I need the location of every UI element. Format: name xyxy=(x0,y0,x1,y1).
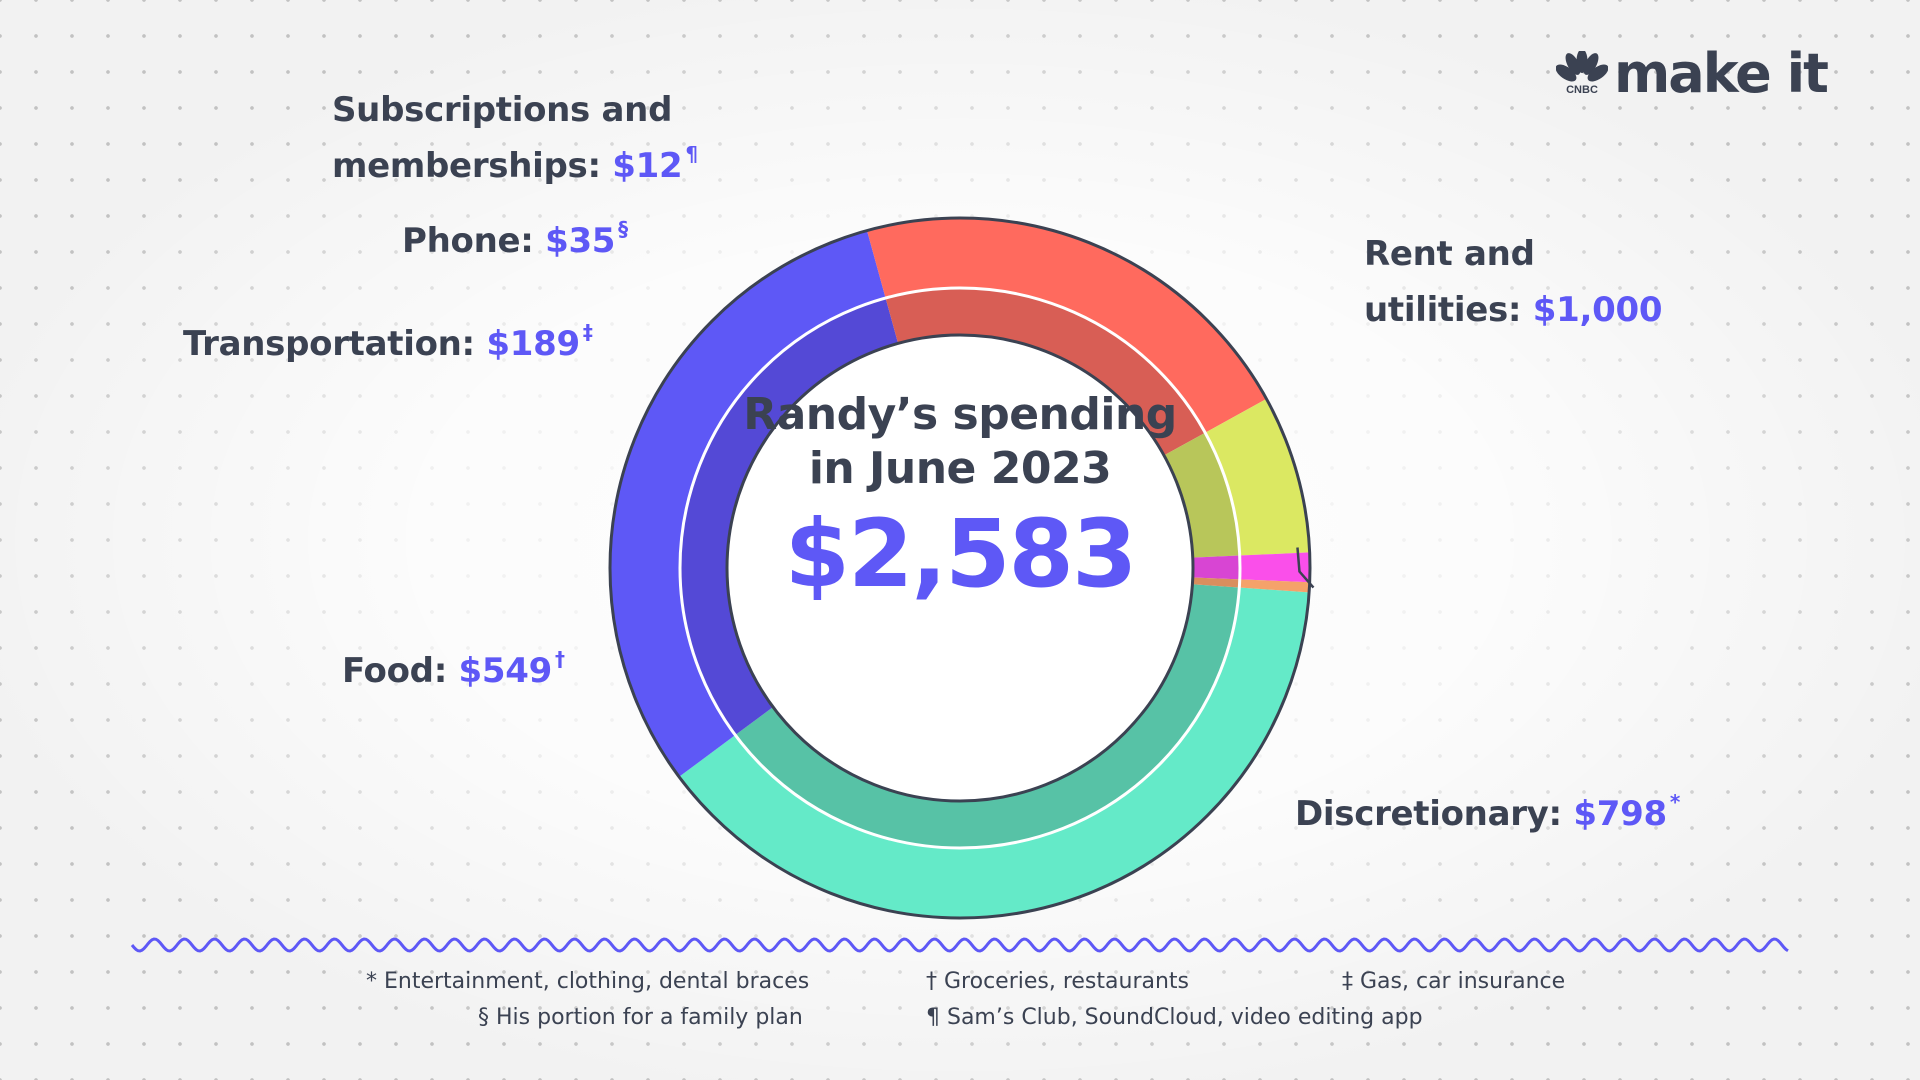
footnote-transportation: ‡ Gas, car insurance xyxy=(1342,969,1566,994)
label-subscriptions-line1: Subscriptions and xyxy=(332,90,673,130)
slice-rent xyxy=(679,587,1310,918)
brand-logo: CNBC make it xyxy=(1556,42,1829,105)
mark-transportation: ‡ xyxy=(582,320,593,344)
slice-phone xyxy=(1239,552,1311,583)
label-phone: Phone: $35 § xyxy=(402,207,628,263)
footnote-discretionary: * Entertainment, clothing, dental braces xyxy=(366,969,810,994)
footnote-phone: § His portion for a family plan xyxy=(478,1005,803,1030)
chart-title-line1: Randy’s spending xyxy=(743,389,1177,440)
amount-discretionary: $798 xyxy=(1573,794,1667,834)
leader-line-subscriptions xyxy=(1296,547,1315,589)
slice-inner-discretionary xyxy=(680,298,899,736)
slice-subscriptions xyxy=(1239,579,1310,593)
label-discretionary-text: Discretionary: xyxy=(1295,794,1562,834)
slice-inner-transportation xyxy=(1163,432,1240,558)
total-amount: $2,583 xyxy=(784,500,1138,609)
label-transportation-text: Transportation: xyxy=(183,324,475,364)
label-rent-line1: Rent and xyxy=(1364,234,1535,274)
label-transportation: Transportation: $189 ‡ xyxy=(183,310,593,366)
amount-transportation: $189 xyxy=(486,324,580,364)
amount-food: $549 xyxy=(458,651,553,691)
label-subscriptions-line2: memberships: xyxy=(332,146,601,186)
label-phone-text: Phone: xyxy=(402,221,534,261)
label-food-text: Food: xyxy=(342,651,447,691)
footnote-subscriptions: ¶ Sam’s Club, SoundCloud, video editing … xyxy=(926,1005,1423,1030)
slice-inner-phone xyxy=(1192,555,1240,580)
logo-network: CNBC xyxy=(1566,84,1598,95)
logo-name: make it xyxy=(1614,41,1829,105)
amount-rent: $1,000 xyxy=(1532,290,1663,330)
mark-phone: § xyxy=(618,217,628,241)
mark-discretionary: * xyxy=(1669,790,1680,814)
donut-center xyxy=(725,333,1195,803)
footnote-food: † Groceries, restaurants xyxy=(926,969,1190,994)
mark-subscriptions: ¶ xyxy=(685,142,698,166)
chart-title-line2: in June 2023 xyxy=(808,443,1112,494)
amount-phone: $35 xyxy=(545,221,616,261)
amount-subscriptions: $12 xyxy=(612,146,683,186)
donut-outline xyxy=(608,216,1312,920)
peacock-icon: CNBC xyxy=(1556,51,1608,95)
label-rent-line2: utilities: xyxy=(1364,290,1522,330)
label-subscriptions: Subscriptions and memberships: $12 ¶ xyxy=(332,88,698,188)
slice-discretionary xyxy=(610,230,886,777)
slice-inner-subscriptions xyxy=(1192,577,1240,588)
band-separator xyxy=(678,286,1242,850)
label-food: Food: $549 † xyxy=(342,637,565,693)
label-discretionary: Discretionary: $798 * xyxy=(1295,780,1680,836)
wavy-divider xyxy=(130,937,1789,953)
slice-inner-food xyxy=(885,287,1206,456)
mark-food: † xyxy=(554,647,565,671)
chart-title: Randy’s spending in June 2023 xyxy=(720,388,1200,496)
slice-food xyxy=(867,218,1267,433)
slice-inner-rent xyxy=(735,584,1240,849)
label-rent: Rent and utilities: $1,000 xyxy=(1364,232,1665,332)
